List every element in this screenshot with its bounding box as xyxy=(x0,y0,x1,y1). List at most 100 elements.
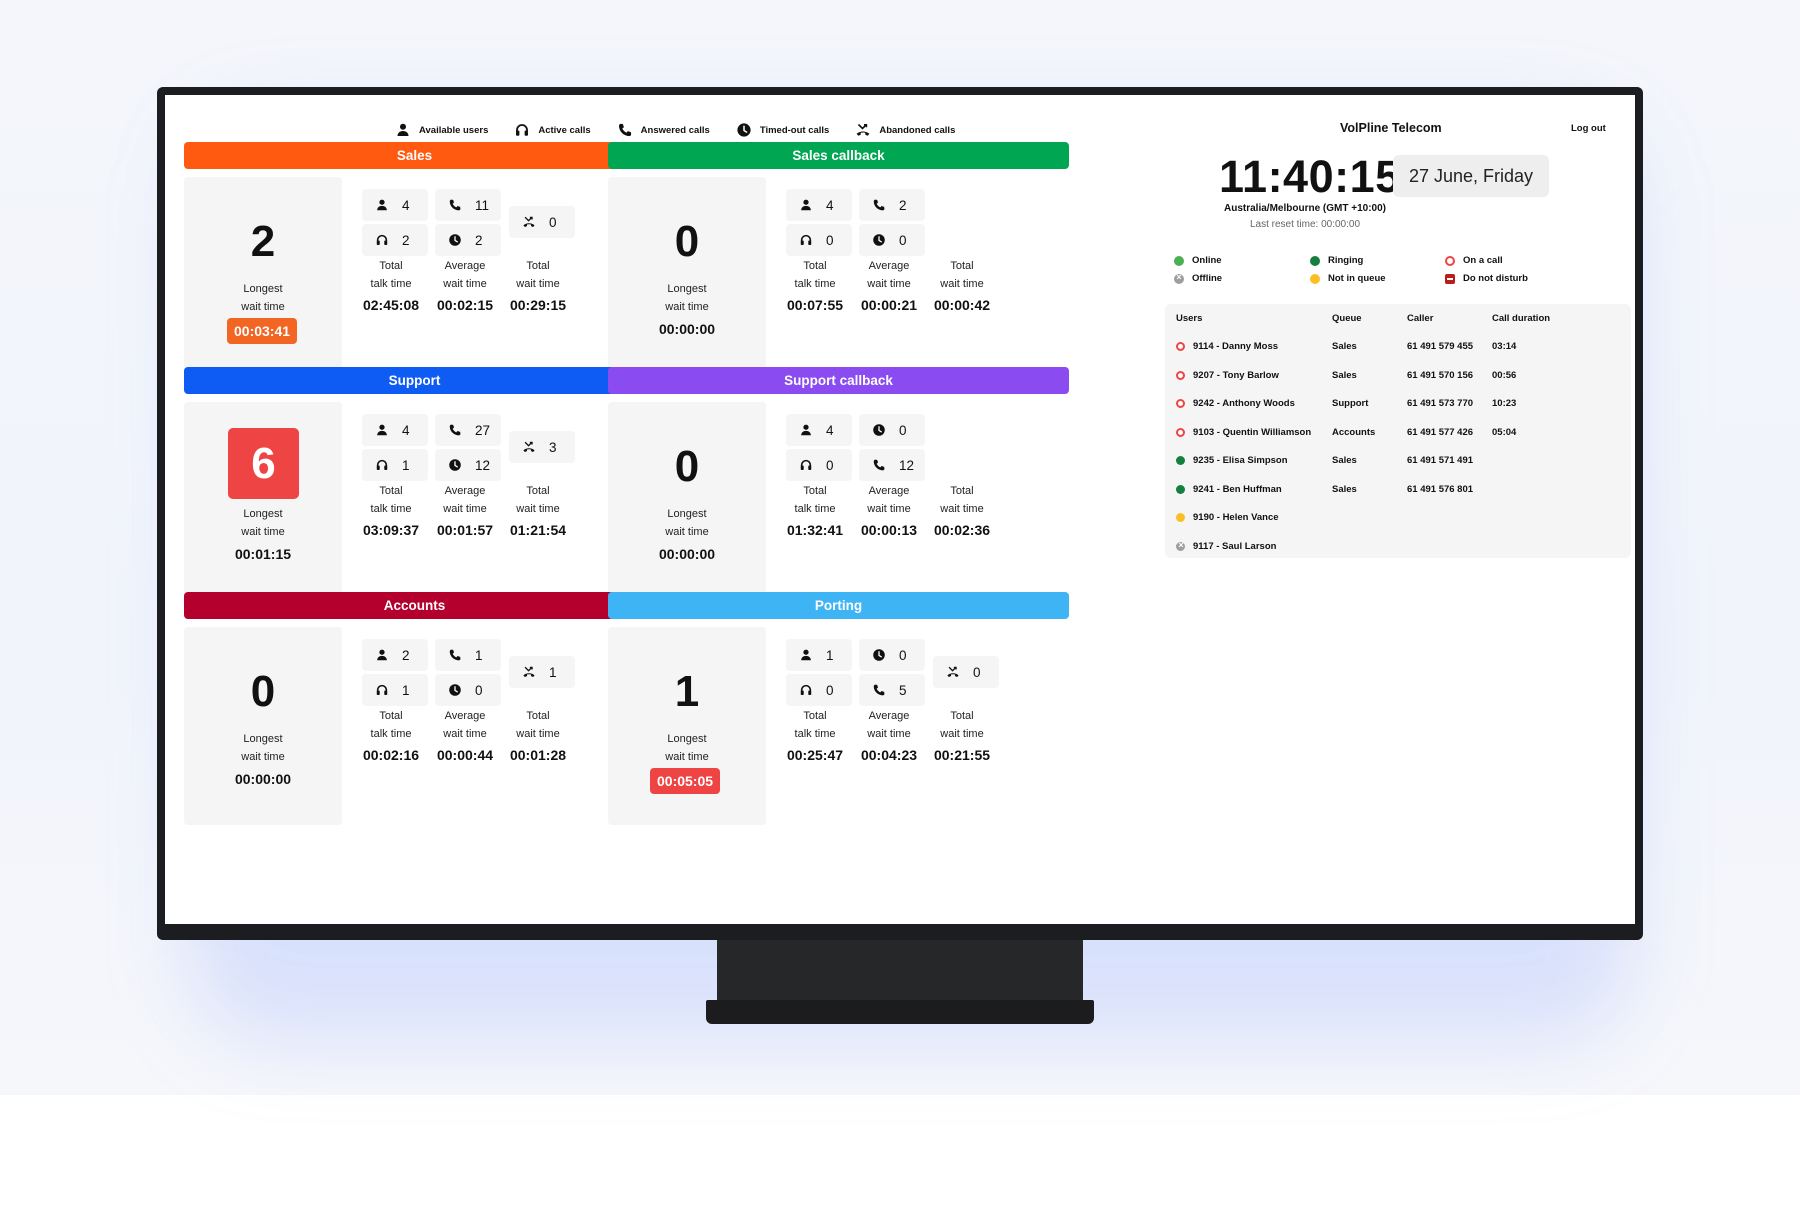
stat-label-line1: Total xyxy=(526,485,550,497)
table-row[interactable]: 9114 - Danny Moss Sales 61 491 579 455 03:1… xyxy=(1165,337,1631,357)
user-name: 9241 - Ben Huffman xyxy=(1193,483,1282,495)
longest-wait-time: 00:00:00 xyxy=(658,546,716,562)
stat-label-line1: Total xyxy=(950,710,974,722)
queue-title: Sales xyxy=(184,142,645,169)
clock-icon xyxy=(447,682,463,698)
status-amber-icon xyxy=(1310,273,1320,284)
cell-queue: Sales xyxy=(1332,455,1357,466)
person-icon xyxy=(374,647,390,663)
status-legend-not-in-queue: Not in queue xyxy=(1310,273,1386,284)
longest-wait-label-line1: Longest xyxy=(667,508,707,520)
stat-chip-missed-call: 0 xyxy=(509,206,575,238)
longest-wait-label-line1: Longest xyxy=(243,508,283,520)
table-row[interactable]: 9235 - Elisa Simpson Sales 61 491 571 491 xyxy=(1165,451,1631,471)
user-status-ring-icon xyxy=(1176,427,1185,437)
average-wait-value: 00:00:21 xyxy=(860,297,918,313)
missed-call-icon xyxy=(521,214,537,230)
cell-queue: Sales xyxy=(1332,483,1357,495)
user-name: 9103 - Quentin Williamson xyxy=(1193,426,1312,438)
status-legend-label: Ringing xyxy=(1328,255,1364,266)
headset-icon xyxy=(798,457,814,473)
longest-wait-time: 00:00:00 xyxy=(658,321,716,337)
total-talk-label: Total talk time xyxy=(343,483,439,518)
phone-icon xyxy=(871,457,887,473)
longest-wait-label-line2: wait time xyxy=(665,300,709,313)
legend-clock: Timed-out calls xyxy=(736,122,829,138)
cell-duration: 10:23 xyxy=(1492,398,1517,409)
table-row[interactable]: 9117 - Saul Larson xyxy=(1165,537,1631,557)
cell-queue: Support xyxy=(1332,398,1369,409)
stat-chip-value: 0 xyxy=(899,422,907,438)
stat-label-line2: wait time xyxy=(867,502,911,515)
total-wait-label: Total wait time xyxy=(914,708,1010,743)
table-row[interactable]: 9190 - Helen Vance xyxy=(1165,508,1631,528)
queue-waiting-card: 2 Longest wait time 00:03:41 xyxy=(184,177,342,375)
stat-label-line2: talk time xyxy=(794,277,836,290)
stat-chip-value: 0 xyxy=(899,647,907,663)
stat-chip-phone: 2 xyxy=(859,189,925,221)
clock-time: 11:40:15 xyxy=(1219,151,1401,202)
queue-panel-accounts: Accounts 0 Longest wait time 00:00:00 2 1 1 0 1 To… xyxy=(184,592,645,840)
queue-panel-support-callback: Support callback 0 Longest wait time 00:00:0… xyxy=(608,367,1069,615)
stat-label-line1: Total xyxy=(950,260,974,272)
average-wait-label: Average wait time xyxy=(841,483,937,518)
stat-chip-phone: 1 xyxy=(435,639,501,671)
calls-waiting-count: 1 xyxy=(674,667,700,716)
stat-label-line1: Total xyxy=(803,710,827,722)
stat-chip-headset: 0 xyxy=(786,674,852,706)
status-legend-on-a-call: On a call xyxy=(1445,255,1503,266)
stat-label-line2: wait time xyxy=(940,727,984,740)
longest-wait-label: Longest wait time xyxy=(608,731,766,766)
status-legend: Online Ringing On a call Offline Not in queu… xyxy=(1174,255,1604,295)
phone-icon xyxy=(447,197,463,213)
average-wait-value: 00:01:57 xyxy=(436,522,494,538)
stat-label-line2: talk time xyxy=(370,502,412,515)
table-row[interactable]: 9207 - Tony Barlow Sales 61 491 570 156 00:… xyxy=(1165,366,1631,386)
person-icon xyxy=(798,197,814,213)
total-talk-label: Total talk time xyxy=(767,483,863,518)
queue-title: Accounts xyxy=(184,592,645,619)
logout-link[interactable]: Log out xyxy=(1571,123,1606,134)
missed-call-icon xyxy=(521,439,537,455)
queue-panel-support: Support 6 Longest wait time 00:01:15 4 1 27 12 3 T… xyxy=(184,367,645,615)
average-wait-value: 00:02:15 xyxy=(436,297,494,313)
stat-label-line2: talk time xyxy=(370,277,412,290)
longest-wait-label: Longest wait time xyxy=(184,731,342,766)
user-name: 9114 - Danny Moss xyxy=(1193,341,1279,352)
longest-wait-label-line1: Longest xyxy=(667,733,707,745)
stat-chip-value: 2 xyxy=(402,647,410,663)
phone-icon xyxy=(871,682,887,698)
status-legend-do-not-disturb: Do not disturb xyxy=(1445,273,1528,284)
average-wait-label: Average wait time xyxy=(417,483,513,518)
stat-chip-person: 4 xyxy=(362,189,428,221)
total-wait-value: 00:21:55 xyxy=(933,747,991,763)
stat-chip-person: 4 xyxy=(786,189,852,221)
total-talk-value: 02:45:08 xyxy=(362,297,420,313)
table-row[interactable]: 9103 - Quentin Williamson Accounts 61 491 … xyxy=(1165,423,1631,443)
longest-wait-label-line2: wait time xyxy=(241,525,285,538)
cell-caller: 61 491 576 801 xyxy=(1407,483,1474,495)
stat-chip-phone: 27 xyxy=(435,414,501,446)
table-row[interactable]: 9241 - Ben Huffman Sales 61 491 576 801 xyxy=(1165,480,1631,500)
longest-wait-label-line1: Longest xyxy=(243,733,283,745)
stat-chip-value: 4 xyxy=(826,197,834,213)
longest-wait-label: Longest wait time xyxy=(184,506,342,541)
last-reset-label: Last reset time: 00:00:00 xyxy=(1249,219,1361,230)
longest-wait-time: 00:00:00 xyxy=(234,771,292,787)
stat-chip-clock: 0 xyxy=(859,224,925,256)
total-wait-label: Total wait time xyxy=(914,483,1010,518)
stat-chip-headset: 2 xyxy=(362,224,428,256)
stat-chip-headset: 0 xyxy=(786,224,852,256)
stat-label-line1: Total xyxy=(379,260,403,272)
table-row[interactable]: 9242 - Anthony Woods Support 61 491 573 77… xyxy=(1165,394,1631,414)
headset-icon xyxy=(514,122,530,138)
stat-chip-person: 4 xyxy=(362,414,428,446)
total-wait-label: Total wait time xyxy=(914,258,1010,293)
legend-label: Available users xyxy=(419,124,489,136)
stat-label-line2: wait time xyxy=(867,277,911,290)
stat-chip-headset: 1 xyxy=(362,449,428,481)
phone-icon xyxy=(447,647,463,663)
brand-name: VolPline Telecom xyxy=(1340,121,1442,135)
missed-call-icon xyxy=(855,122,871,138)
stat-label-line2: talk time xyxy=(794,727,836,740)
